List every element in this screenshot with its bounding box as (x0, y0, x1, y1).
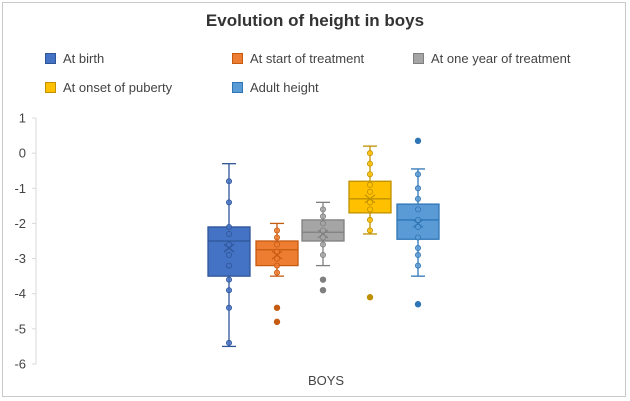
mean-marker (364, 194, 376, 204)
legend-swatch-at-onset-of-puberty (45, 82, 56, 93)
data-point (366, 199, 373, 206)
data-point (366, 171, 373, 178)
mean-marker (412, 218, 424, 228)
outlier-point (414, 301, 422, 308)
legend-item-at-start-of-treatment: At start of treatment (232, 51, 364, 66)
outlier-point (414, 137, 422, 145)
legend-item-adult-height: Adult height (232, 80, 319, 95)
boxes-group (207, 137, 440, 348)
data-point (414, 234, 421, 241)
data-point (414, 223, 421, 230)
data-point (319, 206, 326, 213)
legend-label-at-one-year-of-treatment: At one year of treatment (431, 51, 571, 66)
y-tick-label: -3 (14, 251, 26, 266)
legend-swatch-at-birth (45, 53, 56, 64)
y-tick-label: -5 (14, 321, 26, 336)
data-point (225, 178, 232, 185)
data-point (366, 188, 373, 195)
data-point (273, 227, 280, 234)
data-point (366, 160, 373, 167)
y-tick-label: 0 (19, 146, 26, 161)
y-tick-label: 1 (19, 111, 26, 126)
data-point (225, 199, 232, 206)
mean-marker (317, 229, 329, 239)
mean-marker (271, 250, 283, 260)
data-point (414, 245, 421, 252)
data-point (273, 248, 280, 255)
data-point (225, 223, 232, 230)
x-category-label: BOYS (308, 373, 344, 388)
y-axis-ticks: 1 0 -1 -2 -3 -4 -5 -6 (14, 111, 36, 372)
box-adult-height (396, 137, 440, 308)
data-point (225, 287, 232, 294)
legend-label-at-birth: At birth (63, 51, 105, 66)
y-tick-label: -1 (14, 181, 26, 196)
data-point (273, 241, 280, 248)
chart-frame (2, 2, 626, 397)
data-point (319, 252, 326, 259)
chart-title: Evolution of height in boys (205, 11, 425, 30)
mean-marker (223, 243, 235, 253)
data-point (366, 181, 373, 188)
box-at-birth (207, 163, 251, 348)
outlier-point (366, 294, 374, 301)
data-point (225, 304, 232, 311)
data-point (366, 150, 373, 157)
data-point (414, 206, 421, 213)
data-point (273, 255, 280, 262)
legend-swatch-at-one-year-of-treatment (413, 53, 424, 64)
data-point (319, 220, 326, 227)
data-point (366, 216, 373, 223)
data-point (225, 262, 232, 269)
data-point (366, 227, 373, 234)
data-point (225, 276, 232, 283)
legend-label-at-start-of-treatment: At start of treatment (250, 51, 365, 66)
data-point (225, 241, 232, 248)
legend-swatch-at-start-of-treatment (232, 53, 243, 64)
data-point (273, 234, 280, 241)
data-point (225, 252, 232, 259)
data-point (225, 339, 232, 346)
box-at-one-year-of-treatment (301, 201, 345, 294)
data-point (273, 262, 280, 269)
legend-label-at-onset-of-puberty: At onset of puberty (63, 80, 173, 95)
data-point (319, 213, 326, 220)
data-point (319, 241, 326, 248)
y-tick-label: -2 (14, 216, 26, 231)
data-point (414, 185, 421, 192)
legend-item-at-onset-of-puberty: At onset of puberty (45, 80, 172, 95)
data-point (273, 269, 280, 276)
data-point (225, 230, 232, 237)
outlier-point (273, 304, 281, 311)
outlier-point (319, 287, 327, 294)
outlier-point (273, 318, 281, 326)
legend-swatch-adult-height (232, 82, 243, 93)
y-tick-label: -6 (14, 357, 26, 372)
legend-item-at-birth: At birth (45, 51, 104, 66)
data-point (414, 171, 421, 178)
y-tick-label: -4 (14, 286, 26, 301)
legend-label-adult-height: Adult height (250, 80, 319, 95)
data-point (414, 262, 421, 269)
legend-item-at-one-year-of-treatment: At one year of treatment (413, 51, 570, 66)
box-at-onset-of-puberty (348, 145, 392, 301)
data-point (414, 216, 421, 223)
outlier-point (319, 276, 327, 283)
data-point (319, 227, 326, 234)
box-at-start-of-treatment (255, 222, 299, 326)
data-point (414, 252, 421, 259)
data-point (366, 206, 373, 213)
data-point (414, 195, 421, 202)
data-point (319, 234, 326, 241)
